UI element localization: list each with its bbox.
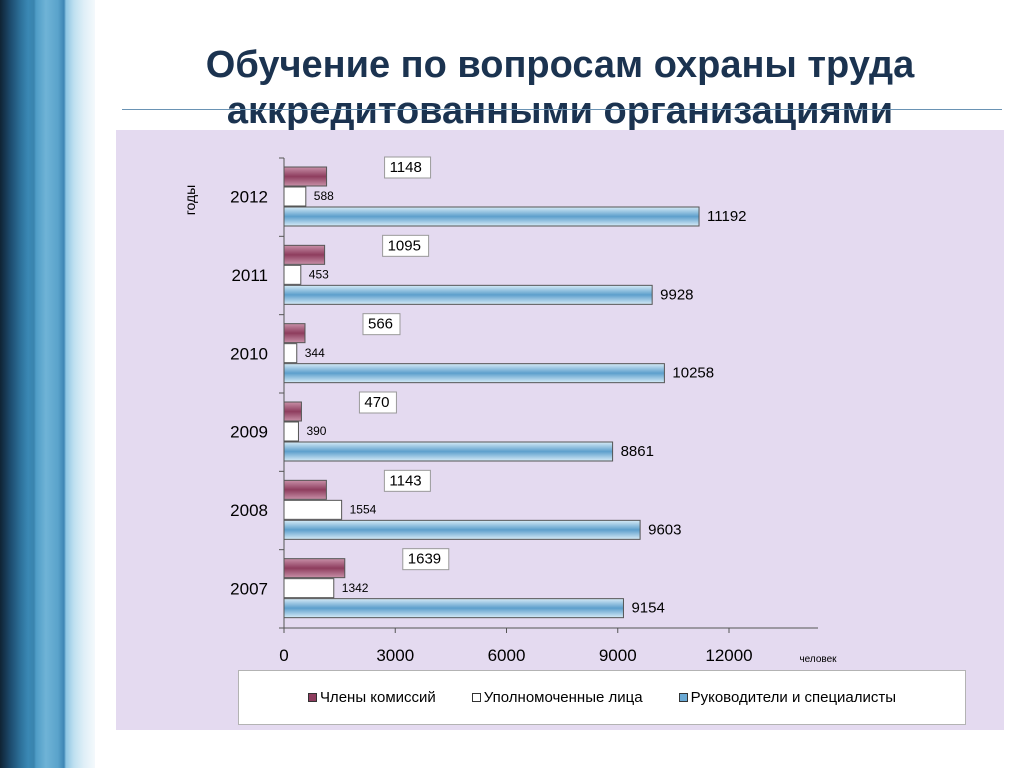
slide-title: Обучение по вопросам охраны труда аккред… — [110, 42, 1010, 134]
data-label-authorized-2010: 344 — [305, 346, 325, 360]
bar-commission-2009 — [283, 401, 302, 422]
data-label-managers-2007: 9154 — [631, 600, 664, 617]
y-axis-title: годы — [182, 185, 198, 216]
data-label-authorized-2007: 1342 — [342, 581, 369, 595]
data-label-box-commission-2007 — [402, 548, 450, 571]
bar-commission-2011 — [283, 244, 326, 265]
bar-managers-2007 — [283, 598, 624, 619]
bar-commission-2008 — [283, 479, 327, 500]
legend-swatch-authorized — [471, 693, 481, 702]
data-label-authorized-2008: 1554 — [350, 503, 377, 517]
data-label-box-commission-2012 — [384, 156, 432, 179]
data-label-authorized-2011: 453 — [309, 268, 329, 282]
bar-commission-2007 — [283, 558, 346, 579]
bar-authorized-2008 — [283, 499, 343, 520]
data-label-managers-2011: 9928 — [660, 286, 693, 303]
y-category-label: 2010 — [230, 344, 268, 363]
bar-managers-2010 — [283, 363, 665, 384]
data-label-box-commission-2010 — [362, 313, 401, 336]
y-category-label: 2009 — [230, 423, 268, 442]
data-label-managers-2009: 8861 — [621, 443, 654, 460]
y-category-label: 2011 — [231, 266, 268, 285]
data-label-commission-2011: 1095 — [388, 237, 421, 254]
data-label-authorized-2012: 588 — [314, 189, 334, 203]
title-underline — [122, 109, 1002, 110]
data-label-commission-2009: 470 — [364, 394, 389, 411]
slide-title-line1: Обучение по вопросам охраны труда — [205, 44, 915, 86]
legend-swatch-commission — [307, 693, 317, 702]
x-axis-title: человек — [799, 654, 837, 665]
data-label-commission-2008: 1143 — [389, 472, 421, 489]
bar-authorized-2010 — [283, 343, 298, 364]
data-label-box-commission-2011 — [382, 234, 430, 257]
legend-item-commission: Члены комиссий — [307, 689, 436, 706]
data-label-managers-2008: 9603 — [648, 521, 681, 538]
chart-legend: Члены комиссий Уполномоченные лица Руков… — [238, 670, 966, 725]
legend-swatch-managers — [678, 693, 688, 702]
slide-title-line2: аккредитованными организациями — [226, 90, 894, 132]
y-category-label: 2007 — [230, 579, 268, 598]
legend-label-managers: Руководители и специалисты — [690, 689, 897, 706]
bar-managers-2011 — [283, 284, 653, 305]
bar-commission-2012 — [283, 166, 328, 187]
y-category-label: 2008 — [230, 501, 268, 520]
x-tick-label: 9000 — [599, 646, 637, 665]
data-label-commission-2010: 566 — [368, 316, 393, 333]
legend-item-managers: Руководители и специалисты — [678, 689, 897, 706]
bar-authorized-2009 — [283, 421, 299, 442]
x-tick-label: 6000 — [488, 646, 526, 665]
data-label-commission-2012: 1148 — [390, 159, 422, 176]
data-label-managers-2012: 11192 — [707, 208, 747, 225]
x-tick-label: 12000 — [705, 646, 752, 665]
x-tick-label: 3000 — [376, 646, 414, 665]
y-category-label: 2012 — [230, 188, 268, 207]
bar-managers-2009 — [283, 441, 614, 462]
data-label-managers-2010: 10258 — [672, 365, 714, 382]
bar-managers-2012 — [283, 206, 700, 227]
bar-authorized-2007 — [283, 578, 335, 599]
chart-plot-area — [116, 130, 1004, 730]
bar-commission-2010 — [283, 323, 306, 344]
legend-item-authorized: Уполномоченные лица — [471, 689, 643, 706]
data-label-box-commission-2008 — [383, 469, 431, 492]
bar-authorized-2011 — [283, 264, 302, 285]
data-label-box-commission-2009 — [358, 391, 397, 414]
bar-managers-2008 — [283, 519, 641, 540]
data-label-authorized-2009: 390 — [306, 424, 326, 438]
legend-label-authorized: Уполномоченные лица — [483, 689, 643, 706]
legend-label-commission: Члены комиссий — [319, 689, 436, 706]
x-tick-label: 0 — [279, 646, 288, 665]
bar-authorized-2012 — [283, 186, 307, 207]
decorative-side-bar — [0, 0, 95, 768]
data-label-commission-2007: 1639 — [408, 551, 441, 568]
